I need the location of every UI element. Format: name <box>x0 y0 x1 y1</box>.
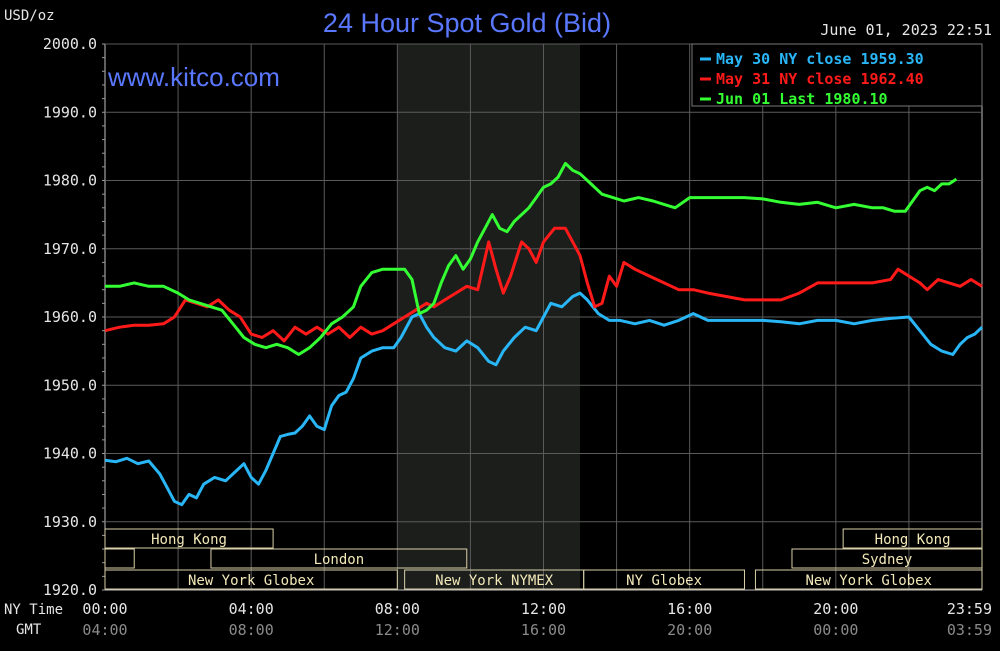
x-row-label-gmt: GMT <box>16 622 42 638</box>
x-tick-label-gmt: 08:00 <box>229 621 274 639</box>
y-tick-label: 1920.0 <box>43 581 97 599</box>
y-tick-label: 1990.0 <box>43 103 97 121</box>
session-box <box>104 569 398 590</box>
session-label: London <box>314 552 365 568</box>
session-box <box>104 548 135 569</box>
y-axis-ticks: 2000.0 1990.0 1980.0 1970.0 1960.0 1950.0 1940… <box>43 35 97 599</box>
session-box <box>791 548 983 569</box>
watermark: www.kitco.com <box>107 62 280 92</box>
series-line-1 <box>104 226 983 343</box>
timestamp: June 01, 2023 22:51 <box>820 21 992 39</box>
session-box <box>104 528 274 549</box>
grid-lines <box>102 43 983 591</box>
legend-box <box>691 43 983 107</box>
x-tick-label-gmt: 00:00 <box>813 621 858 639</box>
x-row-label-ny: NY Time <box>4 602 63 618</box>
y-tick-label: 1970.0 <box>43 240 97 258</box>
x-tick-label-ny: 04:00 <box>229 600 274 618</box>
x-tick-label-ny: 08:00 <box>375 600 420 618</box>
y-tick-label: 2000.0 <box>43 35 97 53</box>
x-tick-label-gmt: 20:00 <box>667 621 712 639</box>
x-tick-label-ny: 00:00 <box>82 600 127 618</box>
session-label: Hong Kong <box>875 532 951 548</box>
legend-entry: May 31 NY close 1962.40 <box>716 70 924 88</box>
x-axis-ticks: 00:00 04:00 08:00 12:00 16:00 20:00 23:59 04:00… <box>82 600 992 639</box>
series-line-0 <box>104 291 984 507</box>
x-tick-label-gmt: 03:59 <box>947 621 992 639</box>
session-label: New York Globex <box>806 573 932 589</box>
y-tick-label: 1980.0 <box>43 172 97 190</box>
x-tick-label-ny: 16:00 <box>667 600 712 618</box>
x-tick-label-ny: 23:59 <box>947 600 992 618</box>
session-box <box>842 528 983 549</box>
x-tick-label-ny: 20:00 <box>813 600 858 618</box>
session-label: Hong Kong <box>151 532 227 548</box>
session-box <box>754 569 983 590</box>
session-label: NY Globex <box>626 573 702 589</box>
legend-entry: Jun 01 Last 1980.10 <box>716 90 888 108</box>
series-line-2 <box>105 161 958 356</box>
session-box <box>210 548 468 569</box>
session-label: New York NYMEX <box>435 573 554 589</box>
y-tick-label: 1930.0 <box>43 513 97 531</box>
session-label: New York Globex <box>188 573 314 589</box>
price-series <box>104 161 984 507</box>
x-tick-label-gmt: 16:00 <box>521 621 566 639</box>
x-tick-label-gmt: 04:00 <box>82 621 127 639</box>
x-tick-label-gmt: 12:00 <box>375 621 420 639</box>
y-tick-label: 1960.0 <box>43 308 97 326</box>
y-tick-label: 1940.0 <box>43 445 97 463</box>
legend-entry: May 30 NY close 1959.30 <box>716 50 924 68</box>
unit-label: USD/oz <box>4 8 55 24</box>
chart-title: 24 Hour Spot Gold (Bid) <box>323 8 611 38</box>
session-label: Sydney <box>862 552 913 568</box>
legend: May 30 NY close 1959.30 May 31 NY close 1… <box>691 43 983 108</box>
session-box <box>583 569 745 590</box>
y-tick-label: 1950.0 <box>43 376 97 394</box>
x-tick-label-ny: 12:00 <box>521 600 566 618</box>
